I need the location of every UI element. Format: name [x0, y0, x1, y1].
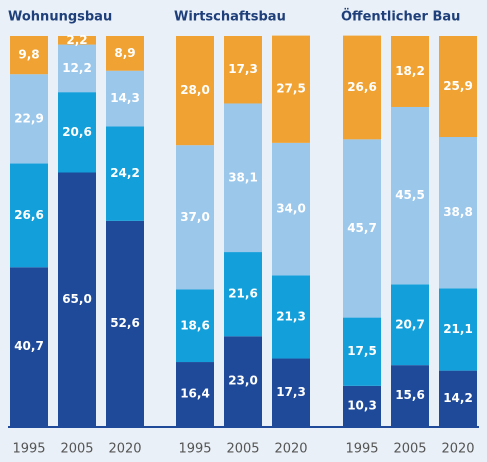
value-label: 38,1	[228, 170, 258, 184]
bar-segment	[439, 370, 477, 426]
value-label: 17,3	[276, 385, 306, 399]
value-label: 40,7	[14, 339, 44, 353]
x-tick-label: 1995	[12, 442, 45, 457]
value-label: 23,0	[228, 374, 258, 388]
bar-segment	[10, 267, 48, 426]
bar-segment	[106, 36, 144, 71]
value-label: 14,2	[443, 391, 473, 405]
value-label: 2,2	[66, 33, 87, 47]
bar-segment	[224, 36, 262, 104]
bar-segment	[272, 275, 310, 359]
bar-segment	[224, 336, 262, 426]
bar-segment	[58, 92, 96, 173]
value-label: 16,4	[180, 387, 210, 401]
value-label: 38,8	[443, 205, 473, 219]
bar-segment	[439, 36, 477, 138]
value-label: 34,0	[276, 202, 306, 216]
panel-title: Wohnungsbau	[8, 10, 112, 25]
bar-segment	[58, 172, 96, 426]
value-label: 8,9	[114, 46, 135, 60]
bar-segment	[224, 252, 262, 337]
value-label: 18,2	[395, 64, 425, 78]
value-label: 26,6	[14, 208, 44, 222]
x-tick-label: 2005	[226, 442, 259, 457]
bar-segment	[176, 362, 214, 426]
value-label: 28,0	[180, 83, 210, 97]
x-tick-label: 1995	[345, 442, 378, 457]
value-label: 10,3	[347, 398, 377, 412]
bar-segment	[10, 163, 48, 268]
value-label: 25,9	[443, 79, 473, 93]
x-tick-label: 1995	[178, 442, 211, 457]
value-label: 17,3	[228, 62, 258, 76]
bar-segment	[58, 44, 96, 93]
panel-title: Öffentlicher Bau	[341, 9, 460, 25]
value-label: 21,3	[276, 309, 306, 323]
x-tick-label: 2005	[60, 442, 93, 457]
x-tick-label: 2020	[108, 442, 141, 457]
value-label: 37,0	[180, 210, 210, 224]
value-label: 65,0	[62, 292, 92, 306]
value-label: 14,3	[110, 91, 140, 105]
value-label: 18,6	[180, 318, 210, 332]
bar-segment	[176, 145, 214, 290]
value-label: 20,7	[395, 317, 425, 331]
bar-segment	[272, 142, 310, 276]
bar-segment	[272, 358, 310, 426]
value-label: 21,1	[443, 322, 473, 336]
x-tick-label: 2005	[393, 442, 426, 457]
bar-segment	[391, 365, 429, 426]
value-label: 22,9	[14, 111, 44, 125]
bar-segment	[176, 289, 214, 363]
value-label: 45,5	[395, 188, 425, 202]
x-tick-label: 2020	[441, 442, 474, 457]
bar-segment	[343, 35, 381, 140]
value-label: 17,5	[347, 344, 377, 358]
bar-segment	[106, 70, 144, 127]
bar-segment	[106, 220, 144, 426]
panel-title: Wirtschaftsbau	[174, 10, 286, 25]
x-tick-label: 2020	[274, 442, 307, 457]
bar-segment	[10, 74, 48, 164]
bar-segment	[391, 36, 429, 107]
bar-segment	[58, 36, 96, 45]
bar-segment	[272, 35, 310, 143]
bar-segment	[176, 36, 214, 146]
bar-segment	[391, 106, 429, 285]
bar-segment	[343, 139, 381, 318]
value-label: 21,6	[228, 287, 258, 301]
bar-segment	[343, 385, 381, 426]
value-label: 52,6	[110, 316, 140, 330]
value-label: 15,6	[395, 388, 425, 402]
bar-segment	[391, 284, 429, 366]
value-label: 27,5	[276, 82, 306, 96]
value-label: 12,2	[62, 61, 92, 75]
bar-segment	[439, 288, 477, 371]
bar-segment	[343, 317, 381, 386]
bar-segment	[106, 126, 144, 221]
value-label: 26,6	[347, 80, 377, 94]
value-label: 9,8	[18, 48, 39, 62]
bar-segment	[10, 36, 48, 75]
bar-segment	[224, 103, 262, 253]
value-label: 20,6	[62, 125, 92, 139]
value-label: 45,7	[347, 221, 377, 235]
value-label: 24,2	[110, 166, 140, 180]
bar-segment	[439, 137, 477, 289]
